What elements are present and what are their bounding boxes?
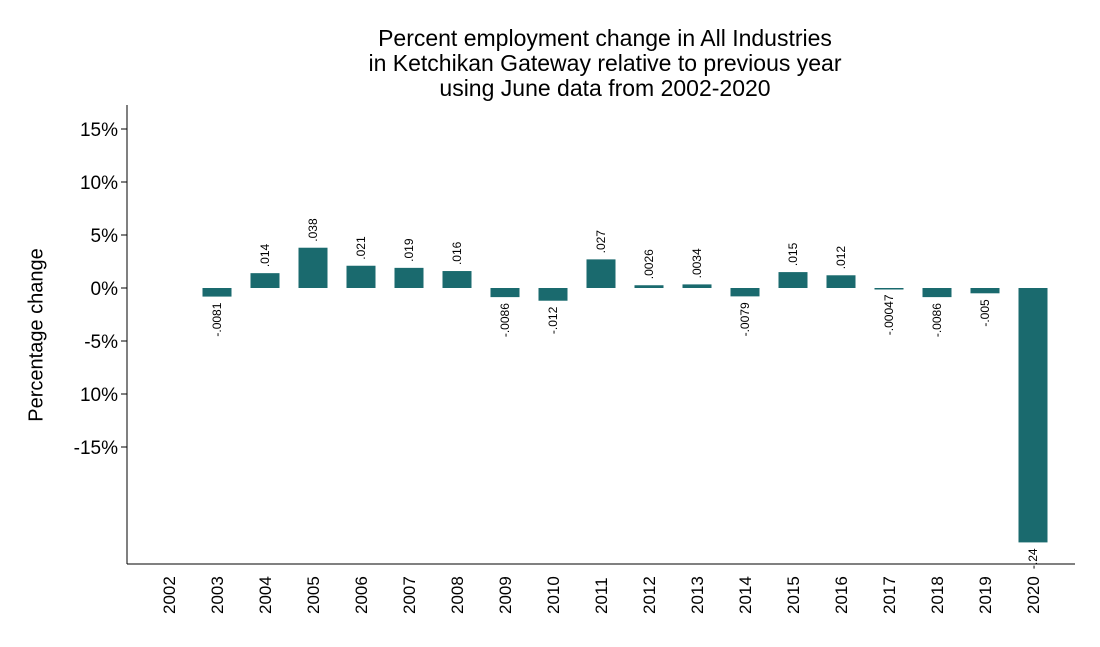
x-tick-label: 2006 — [352, 576, 371, 614]
x-tick-label: 2004 — [256, 576, 275, 614]
x-tick-label: 2012 — [640, 576, 659, 614]
data-label: .0034 — [690, 248, 704, 278]
data-label: -.24 — [1026, 548, 1040, 569]
bar — [1018, 288, 1048, 543]
data-label: -.00047 — [882, 294, 896, 335]
data-label: -.012 — [546, 306, 560, 334]
bar — [778, 272, 808, 288]
bar — [826, 275, 856, 288]
x-tick-label: 2007 — [400, 576, 419, 614]
bar — [922, 288, 952, 298]
data-label: -.0081 — [210, 302, 224, 336]
chart-title: Percent employment change in All Industr… — [300, 26, 910, 101]
bar — [970, 288, 1000, 294]
bar — [346, 265, 376, 288]
data-label: -.0086 — [930, 303, 944, 337]
data-label: .027 — [594, 230, 608, 254]
chart-title-line-1: Percent employment change in All Industr… — [378, 25, 832, 51]
data-label: -.005 — [978, 299, 992, 327]
bar — [634, 285, 664, 288]
chart-title-line-3: using June data from 2002-2020 — [439, 75, 771, 101]
data-label: .0026 — [642, 249, 656, 279]
bar — [442, 271, 472, 288]
x-tick-label: 2002 — [160, 576, 179, 614]
data-label: -.0079 — [738, 302, 752, 336]
y-tick-label: 15% — [80, 120, 118, 141]
data-label: .016 — [450, 241, 464, 265]
chart-title-line-2: in Ketchikan Gateway relative to previou… — [368, 50, 842, 76]
x-tick-label: 2015 — [784, 576, 803, 614]
x-tick-label: 2018 — [928, 576, 947, 614]
y-tick-label: -15% — [74, 438, 118, 459]
x-tick-label: 2011 — [592, 577, 611, 614]
y-tick-label: 0% — [91, 279, 119, 300]
bar — [538, 288, 568, 301]
x-tick-label: 2009 — [496, 576, 515, 614]
bar — [490, 288, 520, 298]
data-label: .015 — [786, 242, 800, 266]
bar — [394, 267, 424, 288]
x-tick-label: 2010 — [544, 576, 563, 614]
bar — [730, 288, 760, 297]
data-label: .019 — [402, 238, 416, 262]
x-tick-label: 2008 — [448, 576, 467, 614]
x-tick-label: 2014 — [736, 576, 755, 614]
bar — [202, 288, 232, 297]
data-label: .021 — [354, 236, 368, 260]
y-tick-label: 5% — [91, 226, 119, 247]
bar — [682, 284, 712, 288]
y-tick-label: 10% — [80, 173, 118, 194]
x-tick-label: 2019 — [976, 576, 995, 614]
bar — [250, 273, 280, 288]
data-label: .014 — [258, 243, 272, 267]
bar — [298, 247, 328, 288]
bar — [586, 259, 616, 288]
x-tick-label: 2020 — [1024, 576, 1043, 614]
x-tick-label: 2017 — [880, 576, 899, 614]
data-label: -.0086 — [498, 303, 512, 337]
y-tick-label: 10% — [80, 385, 118, 406]
x-tick-label: 2013 — [688, 576, 707, 614]
data-label: .012 — [834, 246, 848, 270]
x-tick-label: 2016 — [832, 576, 851, 614]
bar — [874, 288, 904, 290]
data-label: .038 — [306, 218, 320, 242]
y-tick-label: -5% — [84, 332, 118, 353]
x-tick-label: 2003 — [208, 576, 227, 614]
x-tick-label: 2005 — [304, 576, 323, 614]
